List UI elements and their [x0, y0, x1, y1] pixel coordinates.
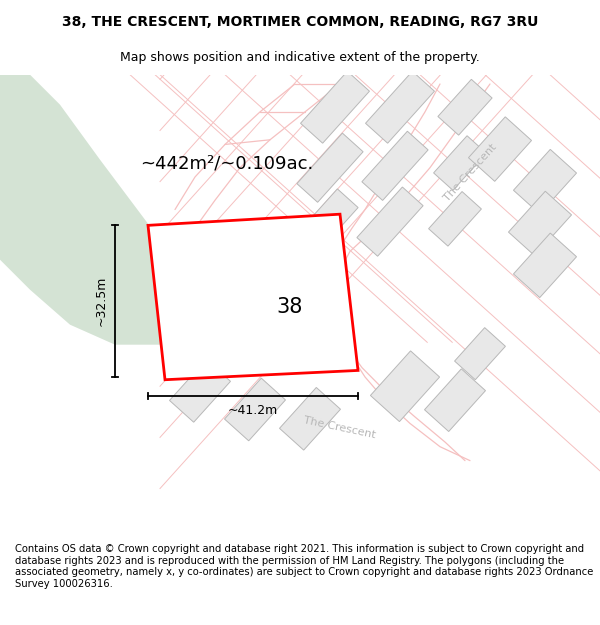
Text: The Crescent: The Crescent [442, 142, 499, 203]
Polygon shape [365, 71, 434, 143]
Polygon shape [438, 79, 492, 135]
Text: 38, THE CRESCENT, MORTIMER COMMON, READING, RG7 3RU: 38, THE CRESCENT, MORTIMER COMMON, READI… [62, 15, 538, 29]
Polygon shape [0, 74, 210, 345]
Polygon shape [428, 191, 481, 246]
Polygon shape [514, 233, 577, 298]
Polygon shape [455, 328, 505, 380]
Text: The Crescent: The Crescent [303, 416, 377, 441]
Polygon shape [370, 351, 440, 422]
Text: ~442m²/~0.109ac.: ~442m²/~0.109ac. [140, 154, 313, 172]
Polygon shape [362, 131, 428, 201]
Polygon shape [170, 359, 230, 423]
Polygon shape [434, 136, 487, 191]
Text: ~32.5m: ~32.5m [95, 276, 108, 326]
Polygon shape [297, 133, 363, 202]
Polygon shape [148, 214, 358, 380]
Polygon shape [280, 388, 340, 450]
Polygon shape [508, 191, 572, 256]
Polygon shape [357, 187, 423, 256]
Polygon shape [224, 378, 286, 441]
Text: Contains OS data © Crown copyright and database right 2021. This information is : Contains OS data © Crown copyright and d… [15, 544, 593, 589]
Polygon shape [469, 117, 532, 181]
Text: ~41.2m: ~41.2m [228, 404, 278, 416]
Text: 38: 38 [277, 297, 303, 317]
Polygon shape [514, 149, 577, 214]
Polygon shape [301, 71, 370, 143]
Polygon shape [425, 369, 485, 431]
Polygon shape [292, 189, 358, 258]
Text: Map shows position and indicative extent of the property.: Map shows position and indicative extent… [120, 51, 480, 64]
